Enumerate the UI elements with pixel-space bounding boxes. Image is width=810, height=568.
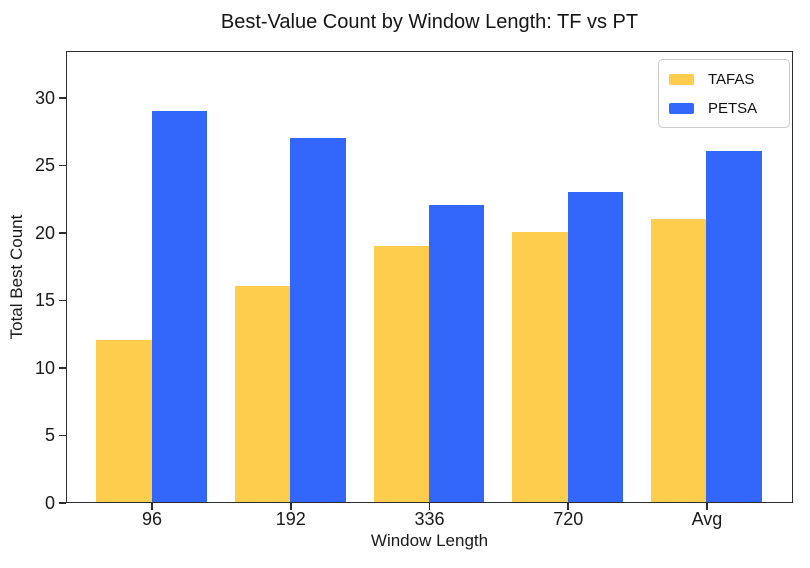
x-tick-720 — [567, 503, 569, 510]
x-tick-label-720: 720 — [553, 509, 584, 529]
y-tick-30 — [59, 97, 66, 99]
legend: TAFAS PETSA — [658, 59, 790, 128]
y-tick-5 — [59, 434, 66, 437]
legend-swatch-petsa — [669, 102, 694, 114]
y-tick-label-5: 5 — [44, 425, 55, 446]
x-tick-label-96: 96 — [142, 509, 163, 529]
bar-tafas-192 — [234, 286, 291, 502]
bar-petsa-192 — [290, 137, 346, 502]
x-tick-Avg — [706, 503, 708, 510]
bar-petsa-336 — [429, 205, 485, 502]
legend-label-tafas: TAFAS — [708, 70, 755, 88]
x-tick-label-336: 336 — [414, 509, 445, 529]
bar-petsa-720 — [567, 191, 624, 502]
y-tick-25 — [59, 164, 66, 167]
legend-row-tafas: TAFAS — [669, 68, 777, 90]
legend-row-petsa: PETSA — [669, 97, 777, 119]
bar-petsa-96 — [151, 110, 207, 502]
legend-swatch-tafas — [669, 73, 694, 85]
x-tick-label-192: 192 — [275, 509, 306, 529]
y-tick-10 — [59, 367, 66, 369]
y-tick-label-15: 15 — [34, 290, 55, 311]
bar-tafas-336 — [373, 245, 429, 502]
legend-label-petsa: PETSA — [708, 99, 758, 117]
y-tick-label-10: 10 — [34, 357, 55, 378]
y-tick-label-0: 0 — [44, 492, 55, 513]
bar-tafas-96 — [96, 340, 152, 502]
y-tick-20 — [59, 232, 66, 234]
bar-tafas-720 — [512, 232, 568, 502]
x-tick-label-Avg: Avg — [691, 509, 723, 529]
y-tick-label-25: 25 — [34, 155, 55, 176]
x-axis-label: Window Length — [370, 531, 489, 550]
bar-tafas-avg — [650, 218, 707, 502]
y-tick-15 — [59, 299, 66, 302]
y-tick-0 — [59, 502, 66, 504]
x-tick-96 — [151, 503, 153, 510]
y-tick-label-20: 20 — [34, 222, 55, 243]
bar-petsa-avg — [706, 151, 762, 502]
chart-title: Best-Value Count by Window Length: TF vs… — [220, 11, 639, 33]
x-tick-192 — [290, 503, 292, 510]
y-tick-label-30: 30 — [34, 87, 55, 108]
x-tick-336 — [428, 503, 431, 510]
